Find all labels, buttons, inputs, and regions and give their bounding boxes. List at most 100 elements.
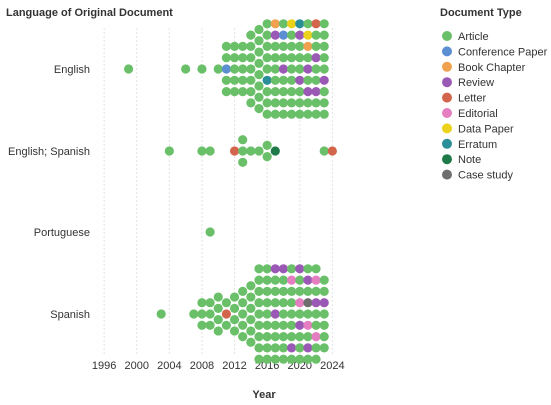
data-point <box>311 264 321 274</box>
legend-swatch <box>442 46 452 57</box>
data-point <box>229 292 240 302</box>
data-point <box>262 109 272 119</box>
data-point <box>229 41 240 52</box>
data-point <box>254 354 264 364</box>
data-point <box>303 109 313 119</box>
data-point <box>262 309 272 319</box>
legend-swatch <box>442 108 452 118</box>
legend-label: Article <box>458 31 489 43</box>
data-point <box>278 298 289 308</box>
data-point <box>287 87 297 97</box>
data-point <box>262 275 272 285</box>
data-point <box>221 75 231 85</box>
data-point <box>246 337 256 347</box>
data-point <box>303 354 313 364</box>
data-point <box>246 315 256 325</box>
legend-title: Document Type <box>440 7 522 19</box>
x-tick-label: 1996 <box>92 360 116 372</box>
data-point <box>205 227 215 237</box>
data-point <box>270 275 280 285</box>
data-point <box>295 298 305 308</box>
data-point <box>229 64 240 74</box>
data-point <box>319 64 329 74</box>
data-point <box>278 87 289 97</box>
x-axis-title: Year <box>252 389 276 401</box>
data-point <box>319 98 329 108</box>
data-point <box>287 343 297 353</box>
x-tick-label: 2024 <box>320 360 344 372</box>
data-point <box>295 41 305 52</box>
data-point <box>303 298 313 308</box>
data-point <box>319 109 329 119</box>
data-point <box>295 64 305 74</box>
data-point <box>311 75 321 85</box>
data-point <box>278 320 289 330</box>
category-label: English <box>54 64 90 76</box>
data-point <box>311 19 321 29</box>
data-point <box>262 152 272 162</box>
data-point <box>270 309 280 319</box>
data-point <box>278 30 289 40</box>
data-point <box>254 70 264 80</box>
legend-label: Note <box>458 154 481 166</box>
x-tick-label: 2012 <box>222 360 246 372</box>
legend-swatch <box>442 138 452 149</box>
data-point <box>270 53 280 63</box>
data-point <box>319 30 329 40</box>
data-point <box>287 75 297 85</box>
data-point <box>246 326 256 336</box>
data-point <box>287 354 297 364</box>
data-point <box>262 98 272 108</box>
legend-label: Data Paper <box>458 123 514 135</box>
data-point <box>181 64 191 74</box>
data-point <box>287 309 297 319</box>
data-point <box>262 53 272 63</box>
data-point <box>238 157 248 167</box>
data-point <box>270 64 280 74</box>
data-point <box>238 87 248 97</box>
data-point <box>262 354 272 364</box>
data-point <box>246 281 256 291</box>
data-point <box>205 298 215 308</box>
data-point <box>238 332 248 342</box>
data-point <box>238 135 248 145</box>
data-point <box>262 75 272 85</box>
data-point <box>229 303 240 313</box>
data-point <box>221 309 231 319</box>
data-point <box>278 332 289 342</box>
data-point <box>246 75 256 85</box>
data-point <box>270 98 280 108</box>
data-point <box>295 75 305 85</box>
data-point <box>270 343 280 353</box>
data-point <box>246 87 256 97</box>
data-point <box>254 275 264 285</box>
data-point <box>270 332 280 342</box>
data-point <box>221 41 231 52</box>
data-point <box>319 309 329 319</box>
data-point <box>246 303 256 313</box>
data-point <box>270 354 280 364</box>
data-point <box>311 64 321 74</box>
data-point <box>319 332 329 342</box>
data-point <box>270 19 280 29</box>
data-point <box>197 146 207 156</box>
data-point <box>262 19 272 29</box>
data-point <box>319 41 329 52</box>
data-point <box>295 87 305 97</box>
data-point <box>295 343 305 353</box>
data-point <box>238 309 248 319</box>
data-point <box>303 332 313 342</box>
data-point <box>278 98 289 108</box>
data-point <box>254 103 264 114</box>
data-point <box>229 326 240 336</box>
data-point <box>238 41 248 52</box>
data-point <box>295 19 305 29</box>
data-points <box>124 19 337 364</box>
data-point <box>319 343 329 353</box>
data-point <box>238 286 248 296</box>
data-point <box>270 146 280 156</box>
data-point <box>246 292 256 302</box>
data-point <box>319 75 329 85</box>
y-axis-title: Language of Original Document <box>6 7 173 19</box>
